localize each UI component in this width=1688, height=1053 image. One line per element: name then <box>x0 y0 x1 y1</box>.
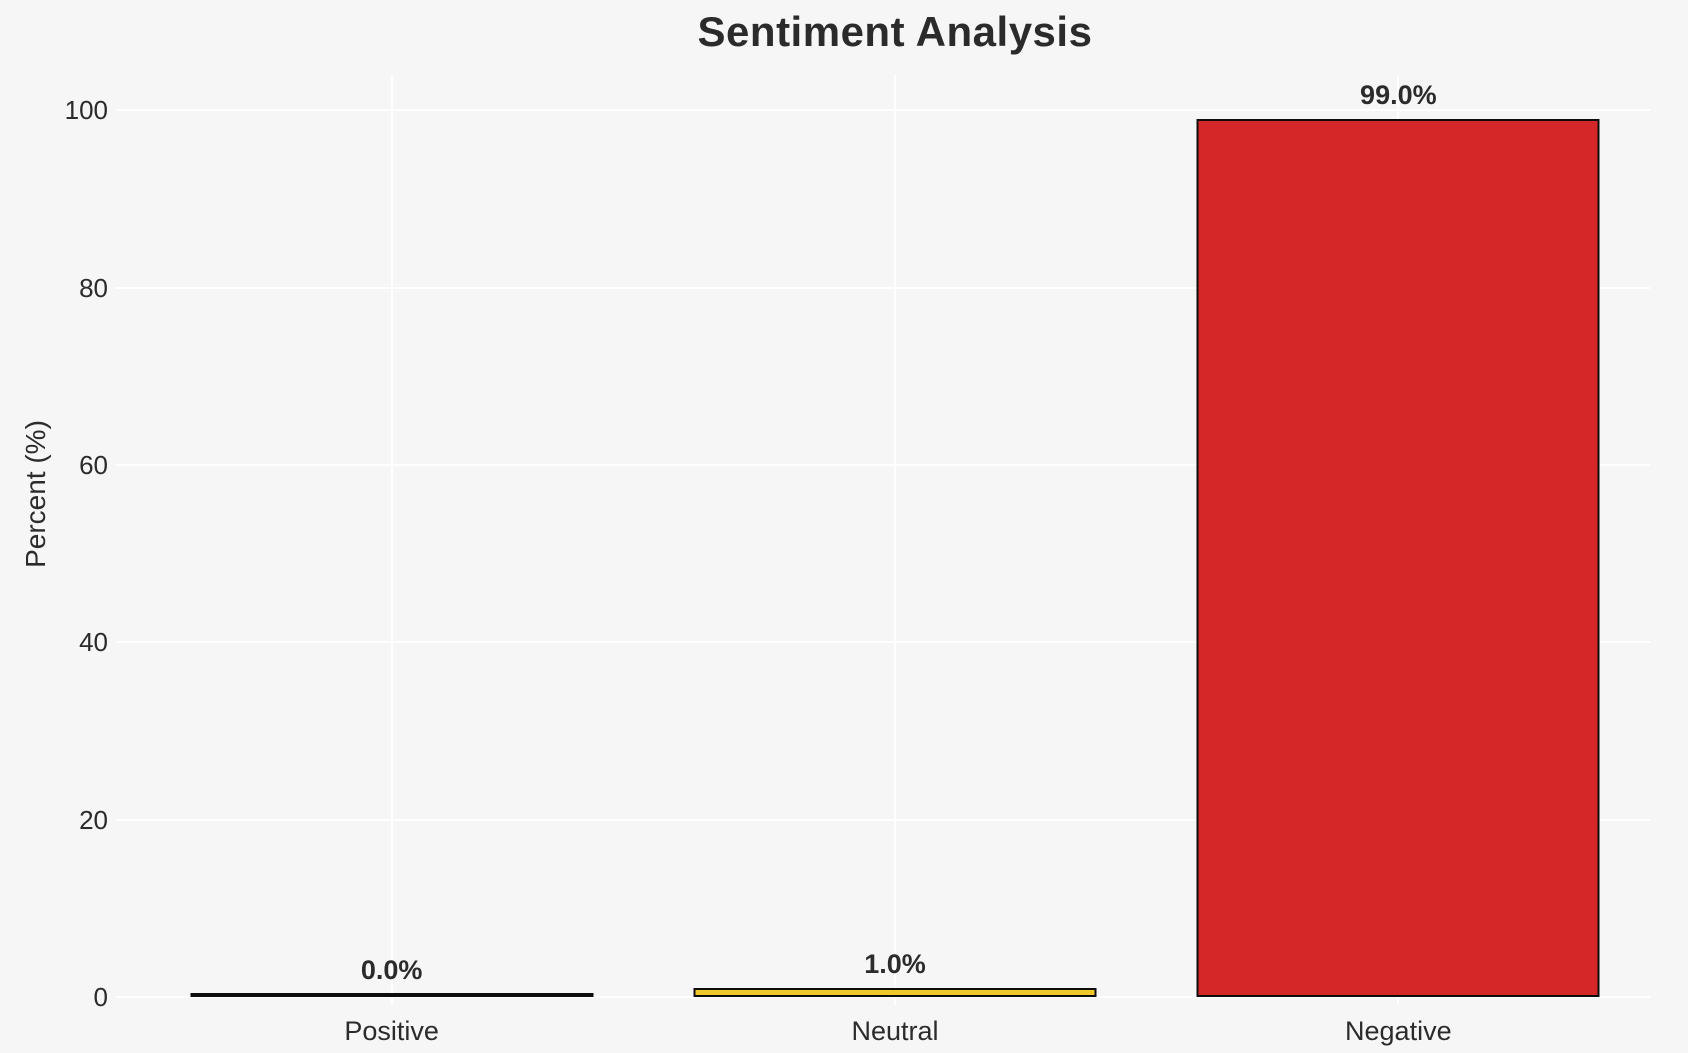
bar-neutral <box>693 988 1097 997</box>
y-axis-label: Percent (%) <box>20 420 51 568</box>
gridline-y-40 <box>116 641 1650 644</box>
gridline-y-0 <box>116 996 1650 998</box>
y-tick-label-40: 40 <box>79 627 108 658</box>
y-tick-label-20: 20 <box>79 804 108 835</box>
x-tick-label-neutral: Neutral <box>851 1016 939 1046</box>
value-label-neutral: 1.0% <box>864 949 926 979</box>
y-tick-label-80: 80 <box>79 272 108 303</box>
gridline-x-positive <box>390 75 393 1005</box>
gridline-x-neutral <box>894 75 896 1005</box>
x-tick-label-negative: Negative <box>1345 1016 1452 1046</box>
value-label-positive: 0.0% <box>360 955 423 985</box>
gridline-y-100 <box>116 109 1650 112</box>
value-label-negative: 99.0% <box>1360 80 1437 110</box>
chart-title: Sentiment Analysis <box>697 8 1093 55</box>
bar-positive <box>190 993 594 997</box>
y-tick-label-60: 60 <box>79 450 108 481</box>
bar-negative <box>1196 119 1600 997</box>
y-tick-label-100: 100 <box>64 95 108 126</box>
y-tick-label-0: 0 <box>93 982 108 1012</box>
x-tick-label-positive: Positive <box>344 1016 439 1046</box>
gridline-y-60 <box>116 464 1650 467</box>
plot-area: 0.0% 1.0% 99.0% <box>116 75 1650 1005</box>
gridline-y-20 <box>116 818 1650 821</box>
gridline-y-80 <box>116 286 1650 289</box>
